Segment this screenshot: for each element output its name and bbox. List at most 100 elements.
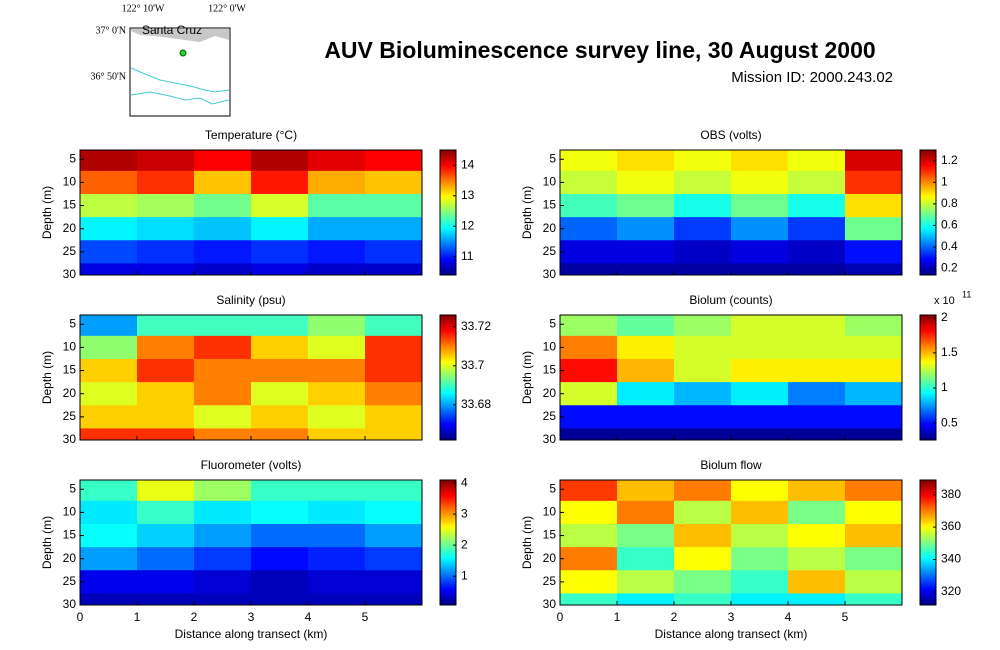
heat-cell <box>560 263 618 275</box>
heat-cell <box>617 315 675 337</box>
heat-cell <box>251 315 309 337</box>
panel-title: OBS (volts) <box>700 128 761 142</box>
heat-cell <box>194 170 252 195</box>
heat-cell <box>251 593 309 605</box>
heat-cell <box>137 593 195 605</box>
heat-cell <box>251 150 309 172</box>
heat-cell <box>617 263 675 275</box>
heat-cell <box>845 547 902 571</box>
heat-cell <box>365 358 422 383</box>
heat-cell <box>137 193 195 218</box>
y-tick-label: 30 <box>543 597 557 611</box>
heat-cell <box>194 428 252 440</box>
heat-cell <box>80 315 138 337</box>
heat-cell <box>308 217 366 241</box>
heat-cell <box>731 263 789 275</box>
heat-cell <box>845 428 902 440</box>
y-tick-label: 5 <box>69 481 76 495</box>
heat-cell <box>560 428 618 440</box>
colorbar-tick-label: 0.6 <box>941 218 958 232</box>
heat-cell <box>617 428 675 440</box>
heat-cell <box>674 240 732 264</box>
heat-cell <box>194 523 252 548</box>
heat-cell <box>560 480 618 502</box>
heat-cell <box>845 193 902 218</box>
heat-cell <box>365 263 422 275</box>
y-tick-label: 25 <box>63 244 77 258</box>
heat-cell <box>845 335 902 360</box>
heat-cell <box>137 428 195 440</box>
heat-cell <box>137 500 195 525</box>
heat-cell <box>560 570 618 594</box>
colorbar-tick-label: 12 <box>461 218 475 232</box>
heat-cell <box>617 480 675 502</box>
heat-cell <box>308 170 366 195</box>
heat-cell <box>560 315 618 337</box>
x-tick-label: 5 <box>842 610 849 624</box>
colorbar-tick-label: 1.5 <box>941 345 958 359</box>
heat-cell <box>674 315 732 337</box>
heat-cell <box>365 593 422 605</box>
heat-cell <box>365 170 422 195</box>
heat-cell <box>137 335 195 360</box>
heat-cell <box>788 547 846 571</box>
heatmap <box>80 480 422 605</box>
heat-cell <box>731 335 789 360</box>
heat-cell <box>617 193 675 218</box>
heat-cell <box>617 358 675 383</box>
heat-cell <box>674 358 732 383</box>
heat-cell <box>365 523 422 548</box>
heat-cell <box>731 570 789 594</box>
x-tick-label: 0 <box>77 610 84 624</box>
heat-cell <box>80 500 138 525</box>
heat-cell <box>80 358 138 383</box>
heat-cell <box>137 263 195 275</box>
figure-subtitle: Mission ID: 2000.243.02 <box>731 69 893 86</box>
heat-cell <box>731 500 789 525</box>
heat-cell <box>788 480 846 502</box>
heat-cell <box>674 193 732 218</box>
heat-cell <box>80 570 138 594</box>
heat-cell <box>194 315 252 337</box>
heat-cell <box>251 170 309 195</box>
heat-cell <box>251 480 309 502</box>
survey-location <box>179 49 187 57</box>
heat-cell <box>194 500 252 525</box>
y-tick-label: 20 <box>63 221 77 235</box>
heat-cell <box>617 523 675 548</box>
heat-cell <box>251 523 309 548</box>
colorbar-tick-label: 3 <box>461 506 468 520</box>
heat-cell <box>194 405 252 429</box>
colorbar-tick-label: 380 <box>941 487 961 501</box>
heat-cell <box>674 382 732 406</box>
heat-cell <box>308 335 366 360</box>
y-tick-label: 30 <box>63 267 77 281</box>
y-tick-label: 5 <box>69 151 76 165</box>
heat-cell <box>560 500 618 525</box>
colorbar-tick-label: 33.72 <box>461 319 491 333</box>
y-tick-label: 20 <box>543 221 557 235</box>
heat-cell <box>80 547 138 571</box>
y-tick-label: 25 <box>543 574 557 588</box>
y-tick-label: 15 <box>543 198 557 212</box>
colorbar-tick-label: 2 <box>941 310 948 324</box>
heat-cell <box>617 217 675 241</box>
heat-cell <box>674 570 732 594</box>
heat-cell <box>788 523 846 548</box>
colorbar-exponent: 11 <box>962 289 971 299</box>
heat-cell <box>194 358 252 383</box>
y-tick-label: 20 <box>543 551 557 565</box>
colorbar <box>919 479 937 606</box>
x-axis-label: Distance along transect (km) <box>175 627 328 641</box>
heat-cell <box>617 570 675 594</box>
heat-cell <box>308 405 366 429</box>
y-tick-label: 30 <box>63 597 77 611</box>
y-tick-label: 30 <box>543 432 557 446</box>
heat-cell <box>560 382 618 406</box>
colorbar-tick-label: 14 <box>461 157 475 171</box>
heat-cell <box>194 480 252 502</box>
heat-cell <box>617 240 675 264</box>
lon-label: 122° 10'W <box>122 3 165 14</box>
heat-cell <box>788 240 846 264</box>
map-inset: Santa Cruz 122° 10'W 122° 0'W 37° 0'N 36… <box>90 3 246 117</box>
